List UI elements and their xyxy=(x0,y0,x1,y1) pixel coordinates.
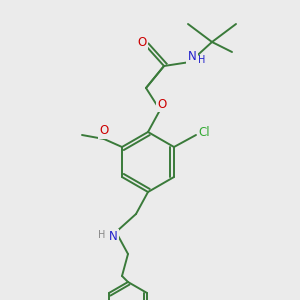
Text: N: N xyxy=(109,230,117,244)
Text: N: N xyxy=(188,50,196,62)
Text: H: H xyxy=(198,55,206,65)
Text: H: H xyxy=(98,230,106,240)
Text: O: O xyxy=(99,124,109,137)
Text: O: O xyxy=(137,35,147,49)
Text: Cl: Cl xyxy=(198,125,210,139)
Text: O: O xyxy=(158,98,166,110)
